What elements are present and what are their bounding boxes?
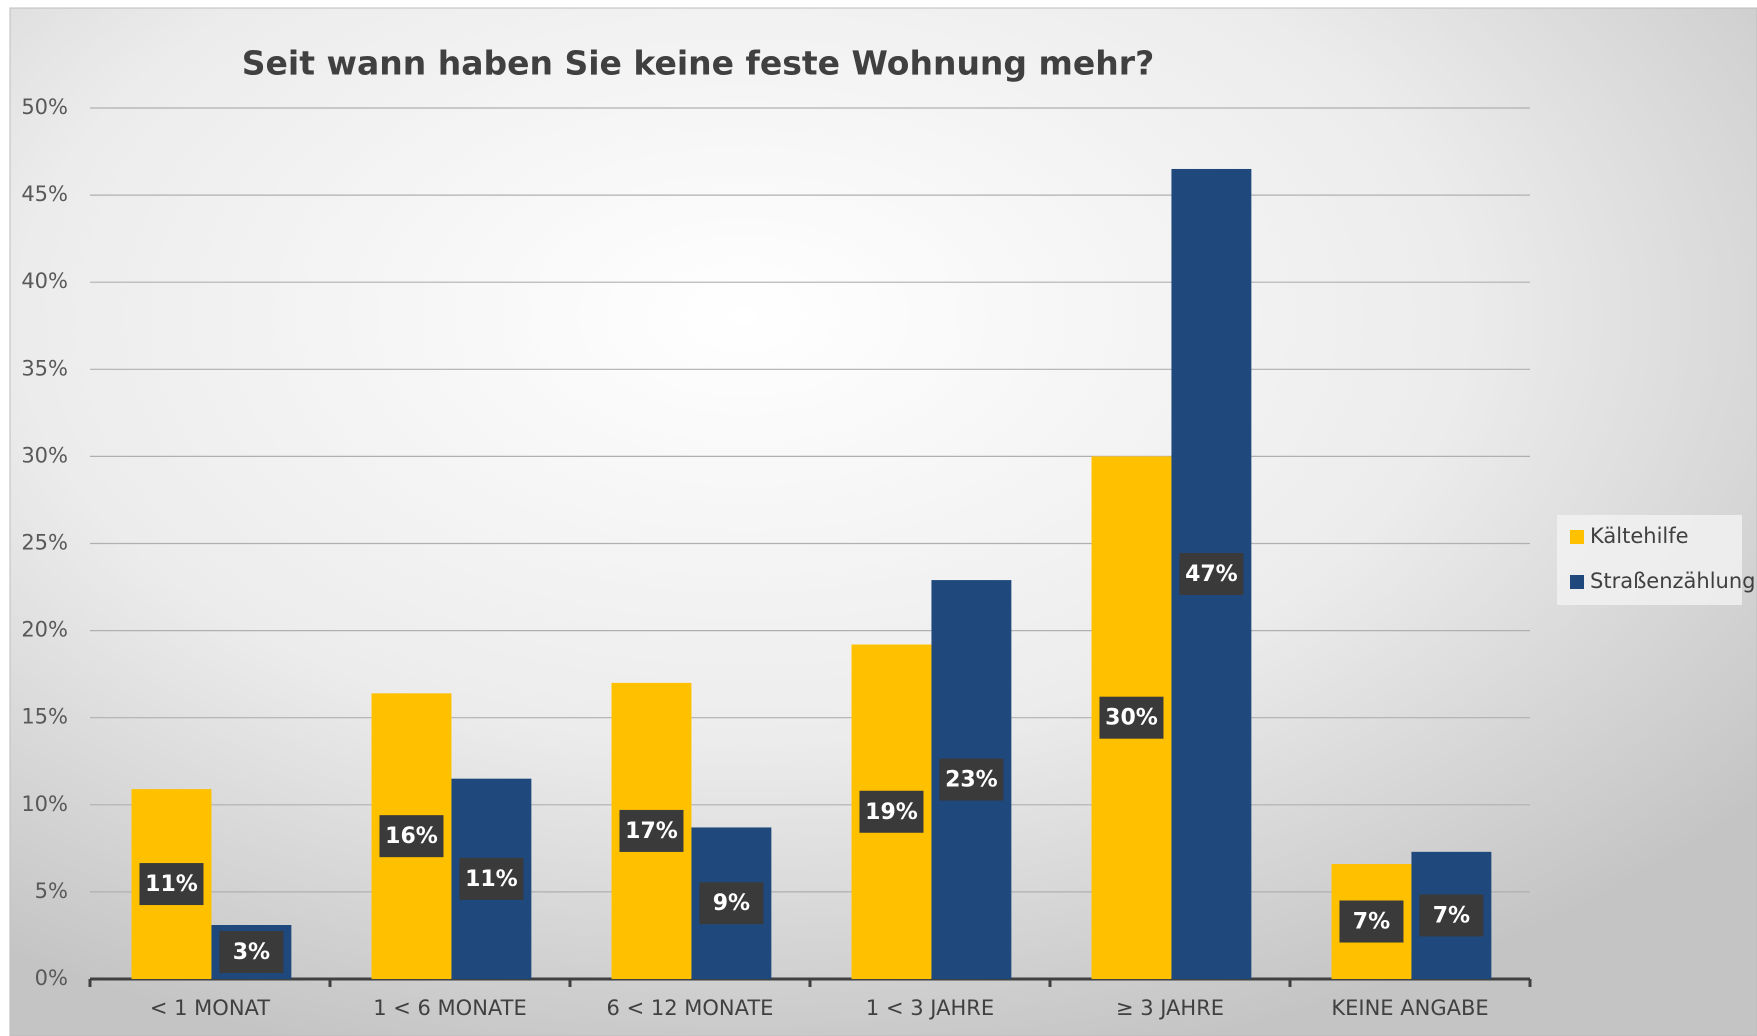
data-label: 47% xyxy=(1185,562,1238,587)
data-label: 7% xyxy=(1353,910,1390,935)
x-tick-label: 1 < 6 MONATE xyxy=(373,996,527,1020)
y-tick-label: 40% xyxy=(21,269,68,293)
legend-swatch xyxy=(1570,575,1584,589)
y-tick-label: 5% xyxy=(35,879,68,903)
data-label: 3% xyxy=(233,940,270,965)
legend-box xyxy=(1557,515,1742,605)
data-label: 30% xyxy=(1105,706,1158,731)
data-label: 9% xyxy=(713,891,750,916)
x-tick-label: 1 < 3 JAHRE xyxy=(866,996,994,1020)
y-tick-label: 10% xyxy=(21,792,68,816)
chart-title: Seit wann haben Sie keine feste Wohnung … xyxy=(242,44,1154,83)
x-tick-label: KEINE ANGABE xyxy=(1331,996,1488,1020)
data-label-box xyxy=(1339,900,1404,943)
legend-swatch xyxy=(1570,530,1584,544)
data-label-box xyxy=(459,857,524,900)
data-label: 11% xyxy=(465,867,518,892)
data-label: 7% xyxy=(1433,903,1470,928)
data-label-box xyxy=(1099,696,1164,739)
y-tick-label: 35% xyxy=(21,356,68,380)
data-label: 11% xyxy=(145,872,198,897)
data-label-box xyxy=(139,863,204,906)
y-tick-label: 20% xyxy=(21,618,68,642)
data-label: 23% xyxy=(945,768,998,793)
data-label: 16% xyxy=(385,824,438,849)
data-label-box xyxy=(1179,552,1244,595)
y-tick-label: 30% xyxy=(21,443,68,467)
data-label-box xyxy=(699,882,764,925)
data-label-box xyxy=(859,790,924,833)
data-label-box xyxy=(219,930,284,973)
legend-label: Kältehilfe xyxy=(1590,524,1689,548)
x-tick-label: ≥ 3 JAHRE xyxy=(1116,996,1224,1020)
y-tick-label: 45% xyxy=(21,182,68,206)
data-label: 17% xyxy=(625,819,678,844)
y-tick-label: 0% xyxy=(35,966,68,990)
data-label-box xyxy=(379,815,444,858)
legend-label: Straßenzählung xyxy=(1590,569,1756,593)
x-tick-label: 6 < 12 MONATE xyxy=(607,996,774,1020)
data-label-box xyxy=(619,809,684,852)
y-tick-label: 25% xyxy=(21,531,68,555)
x-tick-label: < 1 MONAT xyxy=(150,996,270,1020)
y-tick-label: 15% xyxy=(21,705,68,729)
y-tick-label: 50% xyxy=(21,95,68,119)
data-label-box xyxy=(1419,894,1484,937)
data-label: 19% xyxy=(865,800,918,825)
data-label-box xyxy=(939,758,1004,801)
